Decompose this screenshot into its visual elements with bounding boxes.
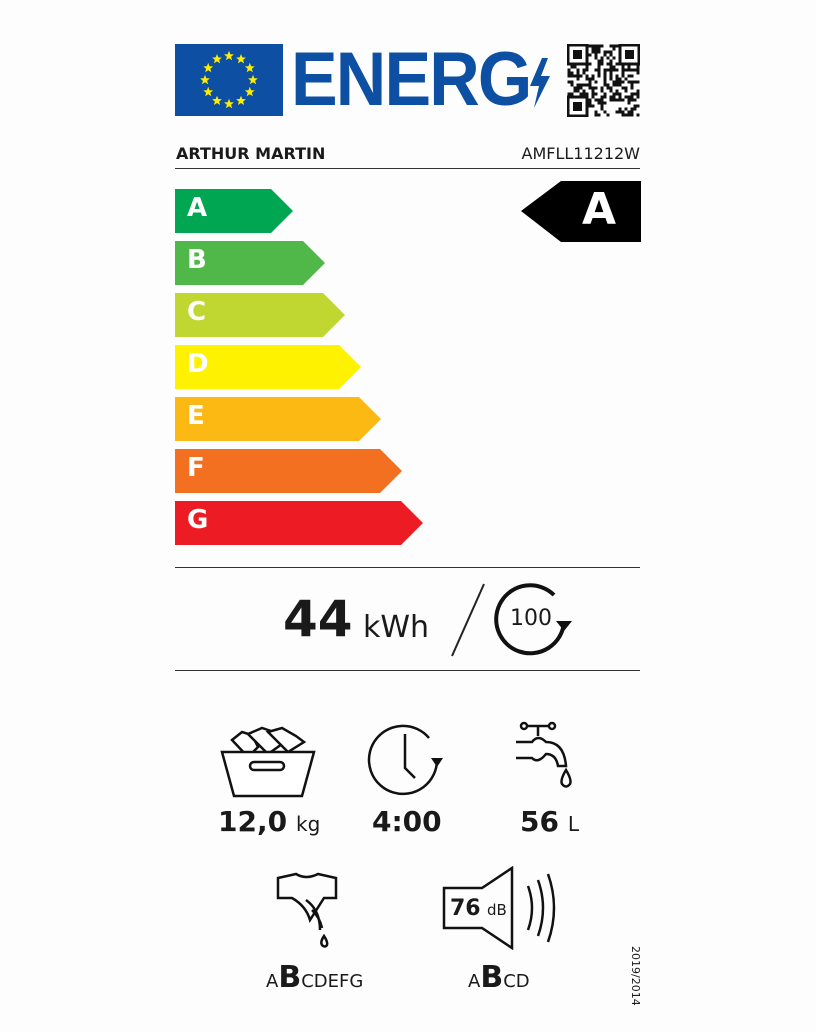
energy-class-bar-d: D [175, 345, 361, 389]
energy-class-letter: D [187, 349, 209, 379]
energy-unit: kWh [363, 610, 430, 645]
energy-class-letter: C [187, 297, 207, 327]
noise-class-selected: B [480, 960, 504, 995]
energy-logo-text: ENERG [291, 37, 532, 122]
divider [175, 567, 640, 568]
spin-class-selected: B [278, 960, 302, 995]
spin-class-scale: ABCDEFG [266, 960, 363, 995]
capacity-value: 12,0 [218, 805, 288, 838]
slash-divider [451, 583, 485, 657]
eu-stars-icon [200, 50, 258, 109]
energy-class-bar-f: F [175, 449, 402, 493]
capacity-spec: 12,0 kg [218, 805, 320, 838]
energy-value: 44 [283, 590, 353, 648]
energy-class-bar-a: A [175, 189, 293, 233]
noise-class-after: CD [503, 971, 530, 992]
rating-arrow [521, 181, 641, 242]
clock-duration-icon [367, 724, 443, 796]
eu-flag-logo [175, 44, 283, 116]
noise-value: 76 [450, 896, 481, 921]
noise-class-scale: ABCD [468, 960, 530, 995]
water-unit: L [567, 812, 580, 836]
energy-class-bar-c: C [175, 293, 345, 337]
cycles-circle-icon [494, 583, 572, 656]
spin-class-before: A [266, 971, 279, 992]
spin-drying-shirt-icon [276, 872, 338, 948]
energy-class-bar-e: E [175, 397, 381, 441]
regulation-number: 2019/2014 [629, 946, 642, 1006]
capacity-unit: kg [296, 812, 321, 836]
spin-class-after: CDEFG [301, 971, 364, 992]
noise-unit: dB [486, 901, 507, 919]
noise-spec: 76 dB [450, 896, 507, 921]
energy-class-letter: F [187, 453, 205, 483]
rating-class: A [582, 184, 617, 235]
cycles-value: 100 [510, 606, 552, 631]
laundry-basket-icon [220, 726, 316, 798]
qr-code-icon[interactable] [567, 44, 640, 117]
energy-class-letter: B [187, 245, 207, 275]
duration-value: 4:00 [372, 805, 442, 838]
noise-class-before: A [468, 971, 481, 992]
water-tap-icon [516, 721, 572, 788]
divider [175, 670, 640, 671]
divider [175, 168, 640, 169]
energy-class-letter: A [187, 193, 208, 223]
speaker-noise-icon [442, 866, 556, 950]
energy-class-bar-b: B [175, 241, 325, 285]
energy-class-letter: G [187, 505, 209, 535]
water-spec: 56 L [520, 805, 579, 838]
energy-class-letter: E [187, 401, 205, 431]
lightning-icon [530, 58, 550, 108]
model-number: AMFLL11212W [521, 144, 641, 163]
water-value: 56 [520, 805, 559, 838]
brand-name: ARTHUR MARTIN [176, 144, 326, 163]
energy-class-bar-g: G [175, 501, 423, 545]
